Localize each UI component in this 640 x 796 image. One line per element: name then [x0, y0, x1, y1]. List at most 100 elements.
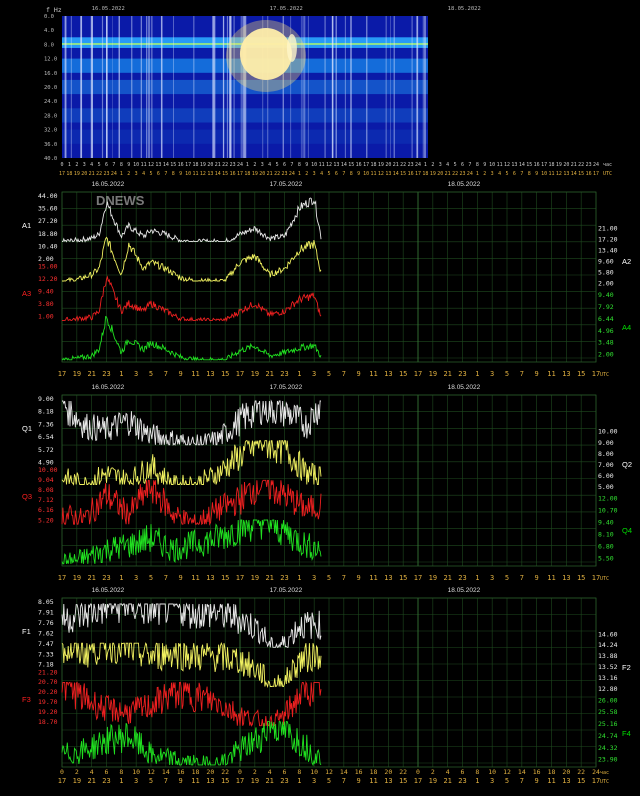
utc-hour-tick: 21: [87, 574, 95, 582]
utc-hour-tick: 11: [547, 574, 555, 582]
utc-hour-tick: 3: [134, 574, 138, 582]
local-hour-tick: 20: [384, 768, 392, 776]
utc-hour-tick: 11: [191, 777, 199, 785]
utc-hour-tick: 7: [520, 171, 523, 177]
utc-hour-tick: 23: [102, 370, 110, 378]
utc-hour-tick: 21: [87, 777, 95, 785]
right-tick-green: 24.74: [598, 732, 618, 740]
series-label: Q1: [22, 424, 32, 433]
left-tick-red: 8.08: [38, 486, 54, 494]
right-tick-green: 3.48: [598, 339, 614, 347]
utc-hour-tick: 19: [251, 370, 259, 378]
freq-tick: 0.0: [44, 14, 54, 20]
utc-hour-tick: 12: [200, 171, 206, 177]
local-hour-tick: 18: [548, 162, 554, 168]
local-hour-tick: 15: [348, 162, 354, 168]
utc-hour-tick: 13: [207, 171, 213, 177]
utc-hour-tick: 8: [350, 171, 353, 177]
series-line-A4: [61, 315, 322, 362]
local-hour-tick: 19: [200, 162, 206, 168]
spectrogram-date: 18.05.2022: [448, 6, 481, 12]
right-tick: 8.00: [598, 450, 614, 458]
left-tick-red: 6.16: [38, 506, 54, 514]
left-tick: 7.18: [38, 661, 54, 669]
utc-hour-tick: 9: [357, 574, 361, 582]
utc-unit: UTC: [600, 372, 609, 378]
utc-hour-tick: 20: [259, 171, 265, 177]
utc-hour-tick: 9: [179, 171, 182, 177]
interference-streak: [106, 16, 108, 158]
spectrogram-date: 17.05.2022: [270, 6, 303, 12]
utc-hour-tick: 2: [483, 171, 486, 177]
utc-hour-tick: 9: [535, 574, 539, 582]
panel-frame: [61, 191, 597, 363]
utc-hour-tick: 9: [535, 777, 539, 785]
interference-streak: [366, 16, 368, 158]
local-hour-tick: 12: [148, 162, 154, 168]
utc-hour-tick: 1: [119, 370, 123, 378]
utc-hour-tick: 13: [384, 777, 392, 785]
local-hour-tick: 4: [90, 768, 94, 776]
utc-hour-tick: 18: [244, 171, 250, 177]
local-unit: час: [603, 162, 612, 168]
utc-hour-tick: 15: [221, 574, 229, 582]
local-hour-tick: 4: [268, 768, 272, 776]
left-tick: 7.33: [38, 650, 54, 658]
local-hour-tick: 0: [60, 768, 64, 776]
panel-F: [61, 597, 597, 768]
local-hour-tick: 11: [497, 162, 503, 168]
left-tick: 7.36: [38, 420, 54, 428]
interference-streak: [112, 16, 113, 158]
local-hour-tick: 14: [162, 768, 170, 776]
series-line-A3: [62, 275, 322, 323]
utc-hour-tick: 17: [236, 777, 244, 785]
local-hour-tick: 16: [533, 768, 541, 776]
right-tick: 13.16: [598, 674, 618, 682]
local-hour-tick: 8: [297, 768, 301, 776]
interference-streak: [350, 16, 352, 158]
local-hour-tick: 22: [577, 768, 585, 776]
series-line-Q2: [61, 440, 322, 486]
burst-blob: [239, 28, 292, 80]
left-tick: 7.47: [38, 640, 54, 648]
left-tick-red: 1.00: [38, 313, 54, 321]
interference-streak: [307, 16, 309, 158]
series-line-F2: [61, 641, 322, 689]
local-hour-tick: 2: [75, 768, 79, 776]
right-tick-green: 24.32: [598, 744, 618, 752]
utc-hour-tick: 21: [87, 370, 95, 378]
utc-hour-tick: 13: [384, 574, 392, 582]
utc-hour-tick: 13: [385, 171, 391, 177]
left-tick-red: 19.70: [38, 698, 58, 706]
freq-tick: 16.0: [44, 71, 57, 77]
utc-hour-tick: 5: [327, 171, 330, 177]
local-hour-tick: 8: [298, 162, 301, 168]
utc-hour-tick: 11: [192, 171, 198, 177]
left-tick: 6.54: [38, 433, 54, 441]
local-hour-tick: 22: [400, 162, 406, 168]
local-hour-tick: 16: [356, 162, 362, 168]
burst-halo: [225, 20, 306, 92]
utc-hour-tick: 15: [222, 171, 228, 177]
utc-hour-tick: 10: [185, 171, 191, 177]
series-label: A2: [622, 257, 631, 266]
utc-hour-tick: 9: [179, 574, 183, 582]
left-tick-red: 15.00: [38, 263, 58, 271]
local-hour-tick: 14: [340, 768, 348, 776]
utc-hour-tick: 13: [562, 370, 570, 378]
utc-hour-tick: 11: [191, 370, 199, 378]
local-hour-tick: 24: [237, 162, 243, 168]
interference-streak: [282, 16, 284, 158]
series-line-F1: [61, 602, 322, 648]
local-hour-tick: 8: [475, 768, 479, 776]
utc-hour-tick: 5: [505, 574, 509, 582]
interference-streak: [212, 16, 215, 158]
local-hour-tick: 13: [511, 162, 517, 168]
utc-hour-tick: 1: [298, 171, 301, 177]
utc-hour-tick: 5: [149, 370, 153, 378]
right-tick-green: 26.00: [598, 696, 618, 704]
local-hour-tick: 23: [230, 162, 236, 168]
local-unit: час: [600, 770, 609, 776]
local-hour-tick: 6: [283, 162, 286, 168]
right-tick-green: 5.50: [598, 555, 614, 563]
